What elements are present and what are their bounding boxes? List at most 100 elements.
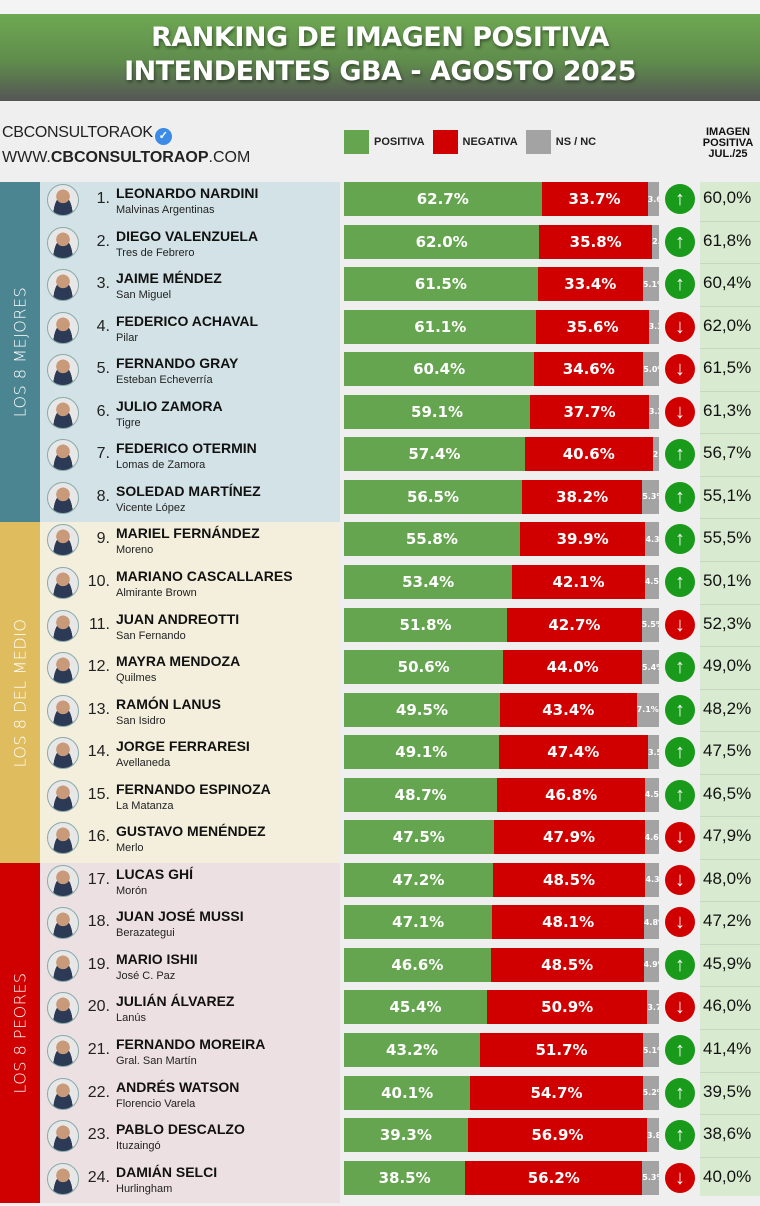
arrow-down-icon: ↓ — [665, 907, 695, 938]
bar-segment-nsnc: 4.8% — [643, 905, 659, 940]
municipality: Almirante Brown — [116, 586, 197, 599]
stacked-bar: 53.4% 42.1% 4.5% — [344, 564, 659, 599]
arrow-up-icon: ↑ — [665, 1120, 695, 1151]
bar-segment-nsnc: 4.3% — [645, 522, 659, 557]
bar-segment-negativa: 46.8% — [497, 777, 645, 812]
avatar — [47, 311, 79, 344]
title-banner: RANKING DE IMAGEN POSITIVA INTENDENTES G… — [0, 14, 760, 101]
stacked-bar: 46.6% 48.5% 4.9% — [344, 947, 659, 982]
avatar — [47, 566, 79, 599]
rank-number: 18. — [87, 913, 110, 931]
avatar — [47, 354, 79, 387]
mayor-name: RAMÓN LANUS — [116, 695, 221, 712]
mayor-name: JULIO ZAMORA — [116, 397, 223, 414]
stacked-bar: 61.5% 33.4% 5.1% — [344, 267, 659, 302]
municipality: San Fernando — [116, 629, 186, 642]
stacked-bar: 39.3% 56.9% 3.8% — [344, 1118, 659, 1153]
avatar — [47, 1162, 79, 1195]
stacked-bar: 38.5% 56.2% 5.3% — [344, 1160, 659, 1195]
bar-segment-negativa: 47.9% — [493, 820, 645, 855]
avatar — [47, 992, 79, 1025]
avatar — [47, 439, 79, 472]
bar-segment-nsnc: 5.3% — [642, 479, 659, 514]
bar-segment-positiva: 61.5% — [344, 267, 538, 302]
mayor-name: MARIANO CASCALLARES — [116, 567, 293, 584]
bar-segment-nsnc: 5.4% — [641, 650, 659, 685]
rank-number: 3. — [96, 275, 110, 293]
row-divider — [700, 646, 760, 648]
avatar — [47, 481, 79, 514]
group-panel-3 — [40, 862, 340, 1204]
table-row: 6. JULIO ZAMORA Tigre 59.1% 37.7% 3.2% ↓… — [0, 394, 760, 437]
avatar — [47, 779, 79, 812]
table-row: 24. DAMIÁN SELCI Hurlingham 38.5% 56.2% … — [0, 1160, 760, 1203]
municipality: Ituzaingó — [116, 1140, 161, 1153]
bar-segment-positiva: 61.1% — [344, 309, 537, 344]
stacked-bar: 43.2% 51.7% 5.1% — [344, 1033, 659, 1067]
mayor-name: JAIME MÉNDEZ — [116, 270, 222, 287]
bar-segment-nsnc: 5.2% — [642, 1075, 659, 1110]
bar-segment-nsnc: 3.8% — [647, 1118, 659, 1153]
rank-number: 5. — [96, 360, 110, 378]
jul-value: 60,4% — [703, 273, 752, 293]
bar-segment-negativa: 48.5% — [490, 947, 644, 982]
municipality: José C. Paz — [116, 969, 176, 982]
bar-segment-nsnc: 3.6% — [647, 182, 659, 216]
bar-segment-nsnc: 5.0% — [643, 352, 659, 387]
municipality: Malvinas Argentinas — [116, 204, 215, 216]
avatar — [47, 1035, 79, 1067]
rank-number: 19. — [87, 955, 110, 973]
jul-value: 47,5% — [703, 741, 752, 761]
table-row: 9. MARIEL FERNÁNDEZ Moreno 55.8% 39.9% 4… — [0, 522, 760, 564]
group-panel-1 — [40, 182, 340, 523]
municipality: Esteban Echeverría — [116, 374, 213, 387]
bar-segment-negativa: 35.6% — [536, 309, 649, 344]
table-row: 20. JULIÁN ÁLVAREZ Lanús 45.4% 50.9% 3.7… — [0, 990, 760, 1032]
rank-number: 4. — [96, 317, 110, 335]
chart-legend: POSITIVA NEGATIVA NS / NC — [344, 130, 604, 154]
municipality: Morón — [116, 884, 148, 897]
mayor-name: LEONARDO NARDINI — [116, 185, 259, 201]
arrow-up-icon: ↑ — [665, 481, 695, 512]
avatar — [47, 396, 79, 429]
rank-number: 21. — [87, 1041, 110, 1058]
bar-segment-nsnc: 3.3% — [648, 309, 659, 344]
bar-segment-negativa: 34.6% — [534, 352, 644, 387]
row-divider — [700, 1114, 760, 1116]
bar-segment-negativa: 35.8% — [539, 224, 653, 259]
row-divider — [700, 603, 760, 605]
bar-segment-positiva: 49.1% — [344, 735, 499, 770]
rank-number: 12. — [87, 658, 110, 676]
avatar — [47, 226, 79, 259]
legend-label-positiva: POSITIVA — [374, 136, 425, 148]
rank-number: 8. — [96, 487, 110, 505]
stacked-bar: 40.1% 54.7% 5.2% — [344, 1075, 659, 1110]
bar-segment-positiva: 40.1% — [344, 1075, 471, 1110]
title-line-2: INTENDENTES GBA - AGOSTO 2025 — [124, 56, 636, 87]
avatar — [47, 1077, 79, 1110]
jul-value: 45,9% — [703, 953, 752, 973]
bar-segment-nsnc: 3.2% — [648, 394, 659, 429]
arrow-down-icon: ↓ — [665, 992, 695, 1023]
rank-number: 11. — [88, 615, 110, 633]
group-panel-2 — [40, 522, 340, 863]
title-line-1: RANKING DE IMAGEN POSITIVA — [151, 22, 609, 53]
table-row: 21. FERNANDO MOREIRA Gral. San Martín 43… — [0, 1033, 760, 1075]
stacked-bar: 55.8% 39.9% 4.3% — [344, 522, 659, 557]
table-row: 17. LUCAS GHÍ Morón 47.2% 48.5% 4.3% ↓ 4… — [0, 862, 760, 905]
municipality: Merlo — [116, 842, 144, 855]
bar-segment-positiva: 57.4% — [344, 437, 525, 472]
mayor-name: SOLEDAD MARTÍNEZ — [116, 482, 261, 499]
arrow-up-icon: ↑ — [665, 949, 695, 980]
mayor-name: DIEGO VALENZUELA — [116, 227, 259, 244]
bar-segment-positiva: 47.1% — [344, 905, 493, 940]
arrow-down-icon: ↓ — [665, 609, 695, 640]
bar-segment-negativa: 48.5% — [492, 862, 646, 897]
row-divider — [700, 858, 760, 860]
avatar — [47, 524, 79, 557]
bar-segment-negativa: 40.6% — [524, 437, 653, 472]
rank-number: 10. — [87, 572, 110, 590]
bar-segment-positiva: 46.6% — [344, 947, 491, 982]
bar-segment-negativa: 50.9% — [487, 990, 648, 1025]
jul-value: 38,6% — [703, 1124, 752, 1144]
